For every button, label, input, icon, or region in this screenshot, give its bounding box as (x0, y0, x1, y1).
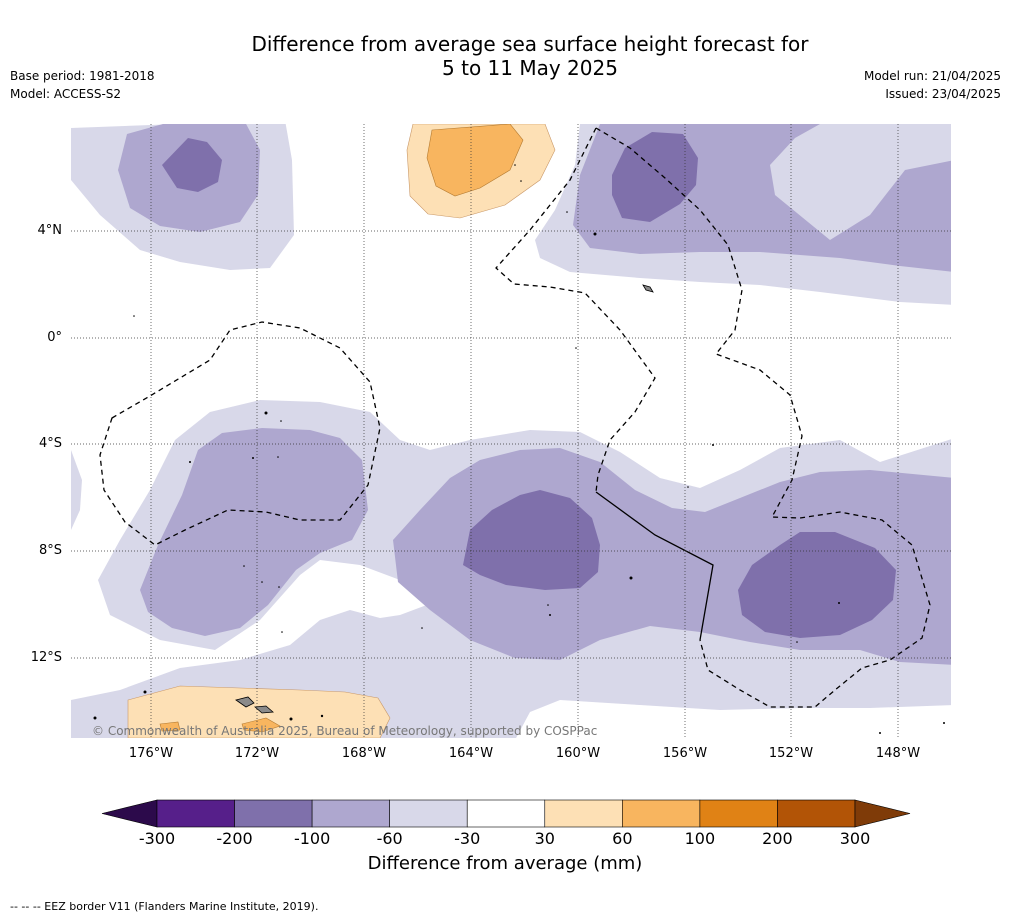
colorbar-tick-label: -300 (138, 829, 176, 848)
anomaly-region-dark (162, 138, 222, 192)
colorbar-segment (466, 799, 546, 828)
colorbar-segment (234, 799, 313, 828)
colorbar-segment (156, 799, 235, 828)
longitude-label: 148°W (875, 746, 921, 761)
colorbar-tick-label: -30 (454, 829, 481, 848)
colorbar-tick-label: 200 (762, 829, 793, 848)
latitude-label: 8°S (38, 543, 62, 558)
anomaly-region-positive-light (127, 685, 391, 738)
latitude-label: 4°S (38, 436, 62, 451)
anomaly-region-positive-medium (426, 124, 524, 197)
anomaly-region-positive-medium (241, 717, 281, 733)
metadata-right: Model run: 21/04/2025 Issued: 23/04/2025 (864, 67, 1001, 103)
anomaly-region-medium (140, 428, 368, 636)
longitude-label: 172°W (234, 746, 280, 761)
colorbar-tick-label: 30 (534, 829, 555, 848)
colorbar-segment (622, 799, 701, 828)
island-dots (93, 164, 945, 734)
model-text: Model: ACCESS-S2 (10, 87, 122, 101)
island-shape (642, 284, 654, 293)
colorbar-segment (311, 799, 390, 828)
colorbar-tick-label: 100 (684, 829, 716, 848)
island-shape (235, 696, 255, 708)
latitude-label: 12°S (30, 650, 62, 665)
colorbar-tick-label: 60 (612, 829, 633, 848)
colorbar-tick-label: -100 (293, 829, 331, 848)
map-field (71, 124, 951, 738)
colorbar-segment (544, 799, 623, 828)
anomaly-region-dark (612, 132, 698, 222)
longitude-label: 156°W (662, 746, 708, 761)
eez-border-lines (99, 127, 931, 708)
anomaly-region-positive-medium (159, 721, 181, 732)
longitude-label: 168°W (341, 746, 387, 761)
base-period-text: Base period: 1981-2018 (10, 69, 155, 83)
longitude-label: 152°W (768, 746, 814, 761)
longitude-label: 176°W (128, 746, 174, 761)
model-run-text: Model run: 21/04/2025 (863, 69, 1001, 83)
colorbar-tick-label: 300 (839, 829, 871, 848)
island-shape (254, 705, 274, 714)
colorbar (101, 799, 911, 828)
latitude-label: 0° (47, 330, 62, 345)
colorbar-extend-low (101, 799, 158, 828)
eez-footnote: -- -- -- EEZ border V11 (Flanders Marine… (10, 900, 319, 913)
colorbar-tick-label: -200 (216, 829, 253, 848)
colorbar-segment (389, 799, 468, 828)
colorbar-segment (699, 799, 778, 828)
issued-text: Issued: 23/04/2025 (885, 87, 1001, 101)
colorbar-title: Difference from average (mm) (367, 853, 643, 874)
metadata-left: Base period: 1981-2018 Model: ACCESS-S2 (10, 67, 155, 103)
anomaly-region-light (71, 450, 82, 530)
colorbar-extend-high (854, 799, 911, 828)
colorbar-segment (777, 799, 856, 828)
map-gridlines (71, 124, 951, 738)
map-title-line1: Difference from average sea surface heig… (251, 32, 809, 56)
latitude-label: 4°N (37, 223, 63, 238)
anomaly-region-dark (463, 490, 600, 590)
map-title-line2: 5 to 11 May 2025 (442, 56, 618, 80)
colorbar-tick-label: -60 (376, 829, 403, 848)
longitude-label: 160°W (555, 746, 601, 761)
longitude-label: 164°W (448, 746, 494, 761)
eez-border-solid (595, 491, 714, 641)
copyright-text: © Commonwealth of Australia 2025, Bureau… (92, 724, 598, 738)
anomaly-region-dark (738, 532, 896, 638)
